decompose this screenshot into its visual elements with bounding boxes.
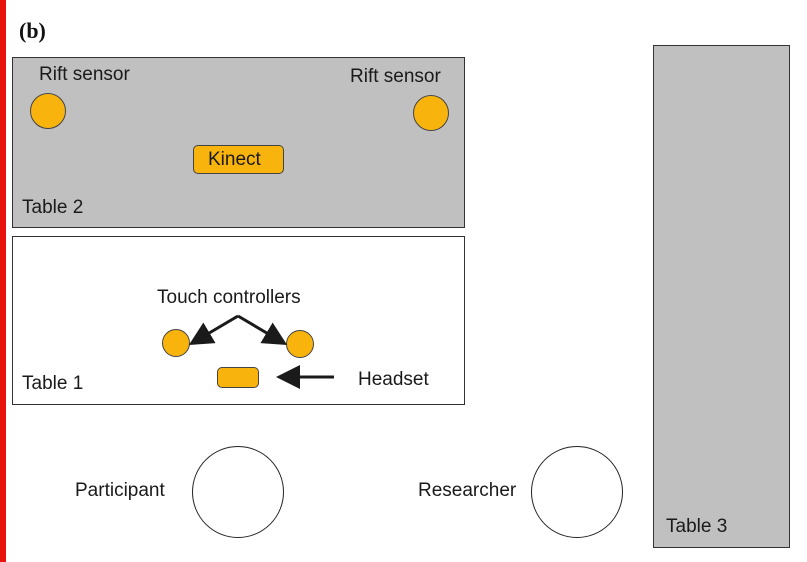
arrow-to-left-controller (188, 314, 239, 346)
touch-controller-left (162, 329, 190, 357)
touch-controllers-label: Touch controllers (157, 287, 301, 308)
rift-sensor-left-label: Rift sensor (39, 64, 130, 85)
table-2-label: Table 2 (22, 197, 84, 218)
participant-label: Participant (75, 480, 165, 501)
touch-controller-right (286, 330, 314, 358)
headset-label: Headset (358, 369, 429, 390)
panel-label: (b) (19, 18, 46, 43)
table-3-label: Table 3 (666, 516, 728, 537)
table-2 (12, 57, 465, 228)
researcher-circle (531, 446, 623, 538)
participant-circle (192, 446, 284, 538)
rift-sensor-right (413, 95, 449, 131)
rift-sensor-right-label: Rift sensor (350, 66, 441, 87)
kinect-label: Kinect (208, 149, 261, 170)
rift-sensor-left (30, 93, 66, 129)
table-3 (653, 45, 790, 548)
kinect-device (193, 145, 284, 174)
table-1-label: Table 1 (22, 373, 84, 394)
touch-controller-arrows (188, 314, 288, 346)
researcher-label: Researcher (418, 480, 517, 501)
headset-device (217, 367, 259, 388)
arrow-to-right-controller (237, 314, 288, 346)
left-edge-bar (0, 0, 6, 562)
